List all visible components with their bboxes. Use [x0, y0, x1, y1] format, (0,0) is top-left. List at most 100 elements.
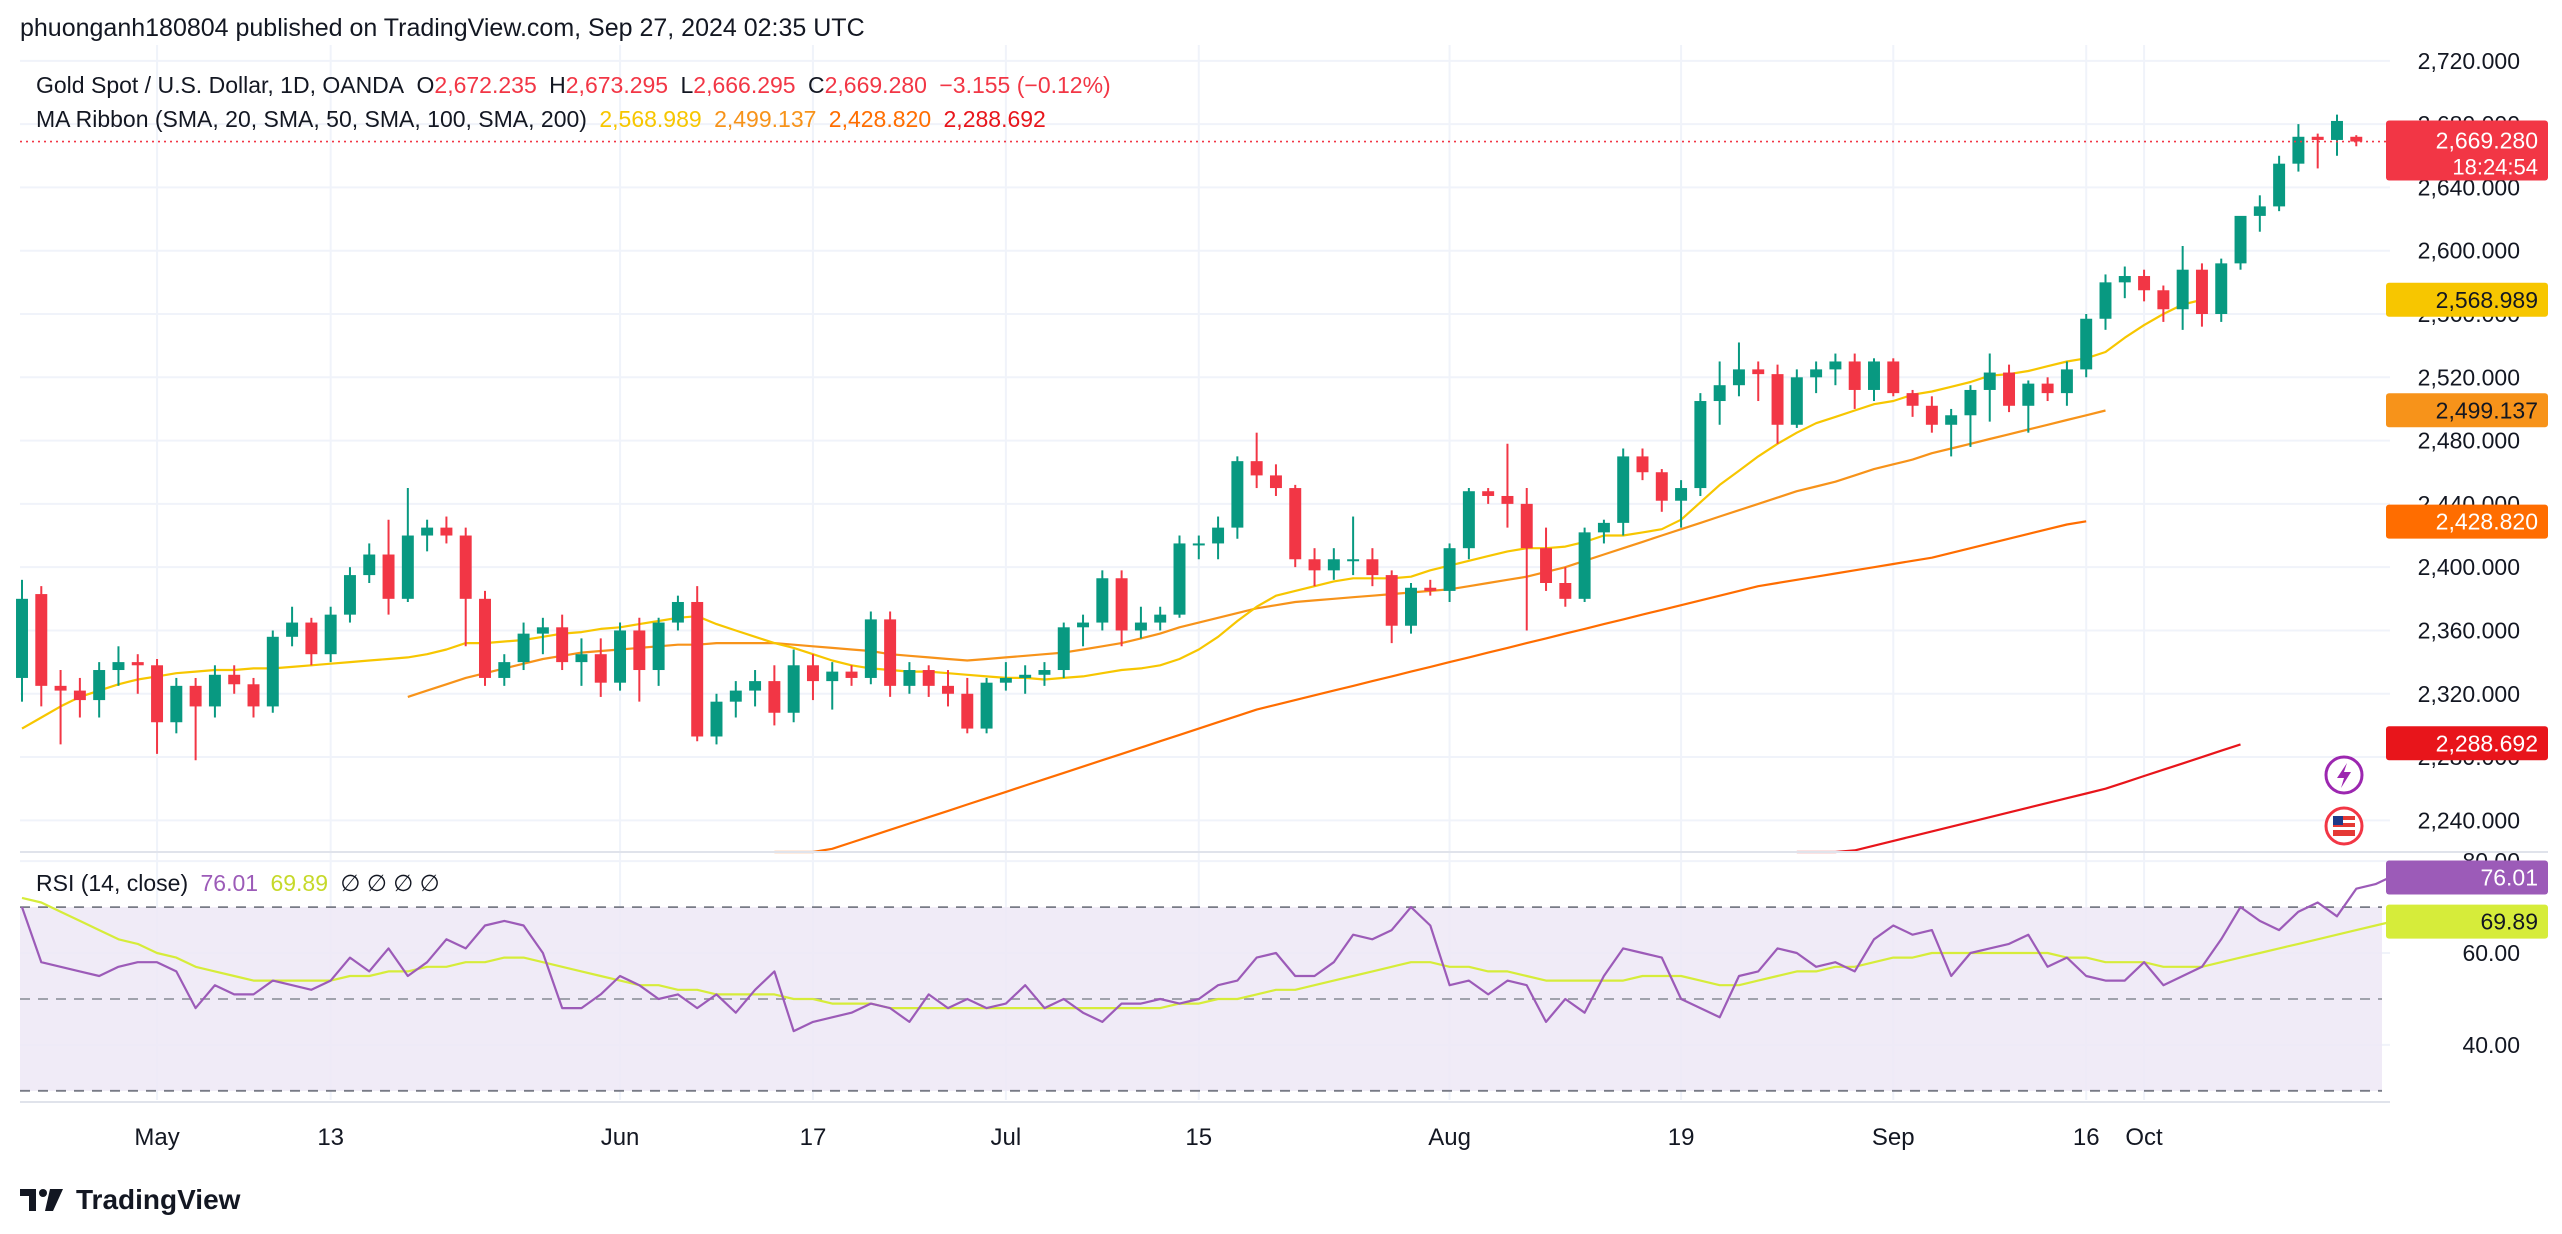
candle-body [1655, 472, 1668, 501]
candle [749, 670, 762, 707]
sma50-tag: 2,499.137 [2386, 393, 2548, 428]
candle-body [1192, 543, 1205, 546]
candle-body [286, 622, 299, 637]
candle [710, 693, 723, 745]
side-icons[interactable] [2324, 755, 2364, 846]
candle [2041, 377, 2054, 402]
rsi-line [20, 873, 2453, 1033]
candle [2118, 266, 2131, 299]
candle-body [324, 614, 337, 655]
candle-body [131, 662, 144, 666]
candle-body [1540, 548, 1553, 583]
candle-body [1925, 405, 1938, 425]
high-value: 2,673.295 [565, 72, 669, 98]
candle-body [1289, 488, 1302, 560]
candle-body [787, 665, 800, 713]
candle-body [884, 619, 897, 686]
rsi-ma-tag-text: 69.89 [2480, 909, 2538, 935]
tradingview-footer[interactable]: TradingView [20, 1180, 240, 1220]
candle-body [2331, 120, 2343, 140]
symbol-legend[interactable]: Gold Spot / U.S. Dollar, 1D, OANDA O2,67… [36, 72, 1117, 99]
candle-body [1906, 393, 1919, 406]
candle [1192, 535, 1205, 560]
candle [903, 662, 916, 694]
candle [73, 677, 86, 718]
candle-body [536, 627, 549, 634]
candle [1019, 665, 1032, 694]
candle-body [922, 670, 935, 686]
sma20-value: 2,568.989 [599, 106, 702, 132]
candle-body [2273, 163, 2286, 207]
sma200-tag-text: 2,288.692 [2436, 730, 2538, 756]
candle [1829, 353, 1842, 386]
candle-body [479, 598, 491, 678]
candle [1482, 488, 1495, 504]
candle [1366, 548, 1379, 587]
rsi-tag: 76.01 [2386, 860, 2548, 895]
ma-ribbon-legend[interactable]: MA Ribbon (SMA, 20, SMA, 50, SMA, 100, S… [36, 106, 1052, 133]
lightning-icon[interactable] [2324, 755, 2364, 795]
candle [536, 617, 549, 655]
candle [1347, 516, 1360, 576]
candle-body [1520, 503, 1533, 549]
candle [2331, 114, 2343, 156]
candle-body [2350, 136, 2363, 142]
sma50-tag-text: 2,499.137 [2436, 397, 2538, 423]
candle-body [1597, 522, 1610, 533]
candle [1443, 543, 1456, 602]
candle [1424, 579, 1437, 596]
candle [421, 519, 434, 552]
time-tick-label: 19 [1668, 1124, 1695, 1151]
candle [633, 617, 646, 702]
candle-body [614, 630, 627, 683]
candle-body [1077, 622, 1090, 628]
rsi-legend[interactable]: RSI (14, close) 76.01 69.89 ∅ ∅ ∅ ∅ [36, 870, 446, 897]
candle [768, 665, 781, 726]
candle [498, 654, 511, 686]
candle [343, 567, 356, 623]
candle-body [266, 636, 279, 707]
price-tick-label: 2,720.000 [2418, 48, 2520, 74]
candle [401, 488, 414, 602]
candle-body [556, 627, 569, 663]
candle-body [93, 670, 106, 701]
last-price-tag-text: 2,669.280 [2436, 128, 2538, 154]
candle-body [363, 554, 376, 576]
candle [1520, 488, 1533, 631]
publisher-caption: phuonganh180804 published on TradingView… [20, 14, 865, 42]
time-tick-label: Jun [601, 1124, 640, 1151]
sma100-tag-bg [2386, 504, 2548, 539]
candle-body [845, 671, 858, 678]
candle-body [2022, 383, 2035, 406]
close-value: 2,669.280 [824, 72, 927, 98]
candle-body [1231, 461, 1244, 528]
candle [1810, 361, 1823, 394]
candle-body [1771, 374, 1784, 425]
open-label: O [416, 72, 435, 98]
candle [2195, 263, 2208, 327]
candle-body [1347, 559, 1360, 562]
candle-body [2080, 318, 2093, 370]
candle [1868, 358, 1880, 402]
candle-body [1964, 389, 1977, 416]
candle-body [54, 685, 67, 691]
candle-body [594, 654, 607, 683]
sma100-line [774, 520, 2087, 854]
us-flag-icon[interactable] [2324, 806, 2364, 846]
candle [170, 677, 183, 734]
us-flag-icon-stripe [2333, 820, 2355, 823]
candle-body [729, 690, 742, 702]
candle [1636, 448, 1649, 481]
candle [575, 638, 588, 686]
low-value: 2,666.295 [693, 72, 796, 98]
candle-body [961, 693, 974, 729]
candle-body [151, 665, 164, 723]
candle-body [1752, 369, 1765, 375]
candle [1617, 448, 1630, 536]
candle [247, 677, 260, 718]
candle-body [2157, 290, 2170, 310]
time-axis[interactable]: May 13 Jun 17 Jul 15 Aug 19 Sep 16 Oct [134, 1124, 2163, 1151]
candle [189, 677, 202, 761]
candle [1694, 393, 1707, 496]
